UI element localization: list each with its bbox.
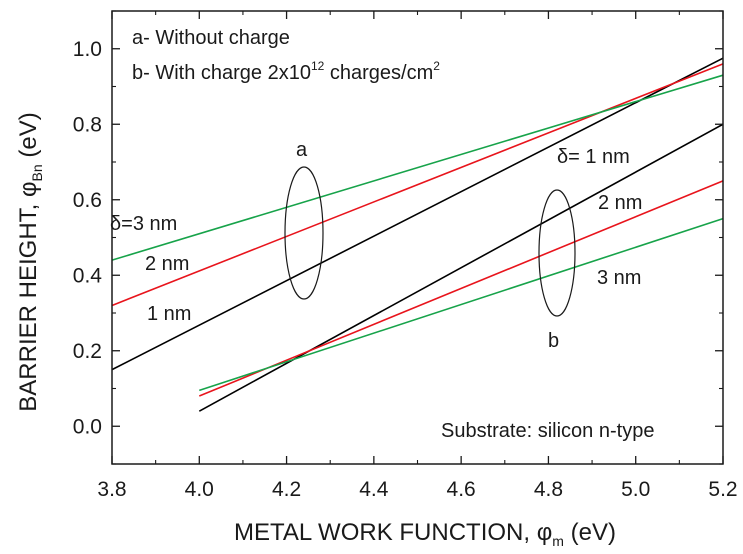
x-tick-label: 3.8: [97, 478, 126, 501]
y-tick-label: 0.2: [73, 340, 102, 363]
curve-label-b-2nm: 2 nm: [598, 192, 642, 214]
group-a-ellipse: [284, 166, 324, 300]
series-line-b-1nm: [198, 123, 724, 412]
series-line-a-3nm: [111, 74, 724, 261]
y-axis-label: BARRIER HEIGHT, φBn (eV): [15, 112, 45, 411]
y-tick-label: 0.4: [73, 264, 103, 287]
x-axis-label: METAL WORK FUNCTION, φm (eV): [234, 519, 616, 549]
x-axis-label-sub: m: [552, 533, 564, 549]
y-tick-label: 0.6: [73, 189, 102, 212]
x-axis-label-unit: (eV): [564, 519, 616, 546]
group-a-label: a: [296, 139, 308, 161]
x-axis-label-symbol: φ: [537, 519, 553, 546]
series-line-a-1nm: [111, 57, 724, 371]
series-lines: [111, 57, 724, 412]
curve-label-b-3nm: 3 nm: [597, 267, 641, 289]
legend-a: a- Without charge: [132, 27, 290, 49]
legend-b-exp: 12: [311, 59, 325, 73]
group-b-ellipse: [538, 189, 576, 317]
legend-b-mid: charges/cm: [324, 62, 433, 84]
y-tick-label: 0.8: [73, 113, 102, 136]
x-tick-label: 5.0: [621, 478, 650, 501]
group-b-label: b: [548, 330, 559, 352]
curve-label-a-1nm: 1 nm: [147, 303, 191, 325]
y-tick-label: 1.0: [73, 38, 102, 61]
x-tick-label: 4.4: [359, 478, 389, 501]
x-axis-label-main: METAL WORK FUNCTION,: [234, 519, 537, 546]
y-axis-label-main: BARRIER HEIGHT,: [15, 197, 42, 412]
curve-label-b-delta1: δ= 1 nm: [557, 146, 630, 168]
series-line-b-3nm: [199, 217, 724, 392]
series-line-a-2nm: [111, 63, 724, 307]
x-tick-label: 4.0: [185, 478, 214, 501]
x-tick-label: 4.6: [447, 478, 476, 501]
y-axis-label-unit: (eV): [15, 112, 42, 164]
x-tick-label: 4.8: [534, 478, 563, 501]
y-axis-label-symbol: φ: [15, 181, 42, 197]
legend-b: b- With charge 2x1012 charges/cm2: [132, 59, 440, 84]
x-tick-label: 4.2: [272, 478, 301, 501]
y-axis-label-sub: Bn: [29, 164, 45, 181]
axis-ticks: 3.8 4.0 4.2 4.4 4.6 4.8 5.0 5.2 0.0 0.2 0.4 0.6 0.8 1…: [73, 10, 738, 501]
curve-label-a-2nm: 2 nm: [145, 253, 189, 275]
legend-b-prefix: b- With charge 2x10: [132, 62, 311, 84]
curve-label-a-delta3: δ=3 nm: [110, 213, 177, 235]
legend-b-exp2: 2: [433, 59, 440, 73]
y-tick-label: 0.0: [73, 415, 102, 438]
substrate-note: Substrate: silicon n-type: [441, 420, 654, 442]
series-line-b-2nm: [198, 180, 724, 397]
x-tick-label: 5.2: [708, 478, 737, 501]
